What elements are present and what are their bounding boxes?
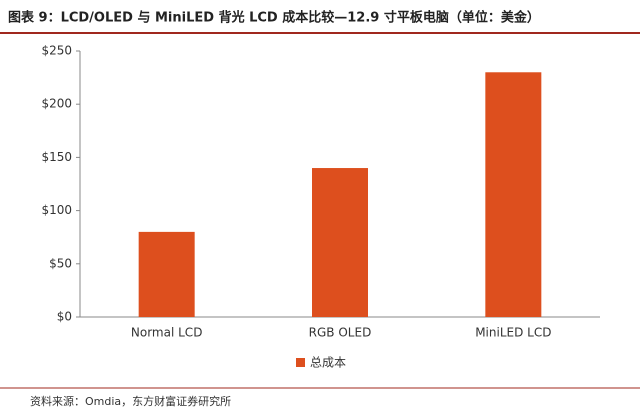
y-tick-label: $150 [41,150,72,164]
x-tick-label: RGB OLED [309,326,372,340]
bar [138,231,195,317]
y-tick-label: $250 [41,44,72,58]
bar [485,72,542,317]
x-tick-label: Normal LCD [131,326,203,340]
y-tick-label: $50 [49,256,72,270]
x-tick-label: MiniLED LCD [475,326,551,340]
y-tick-label: $0 [57,310,72,324]
y-tick-label: $100 [41,203,72,217]
chart-title: 图表 9：LCD/OLED 与 MiniLED 背光 LCD 成本比较—12.9… [8,10,540,26]
y-tick-label: $200 [41,97,72,111]
source-note: 资料来源：Omdia，东方财富证券研究所 [30,394,231,408]
legend-label: 总成本 [310,356,346,370]
legend-swatch [296,358,305,367]
bar [312,168,368,317]
